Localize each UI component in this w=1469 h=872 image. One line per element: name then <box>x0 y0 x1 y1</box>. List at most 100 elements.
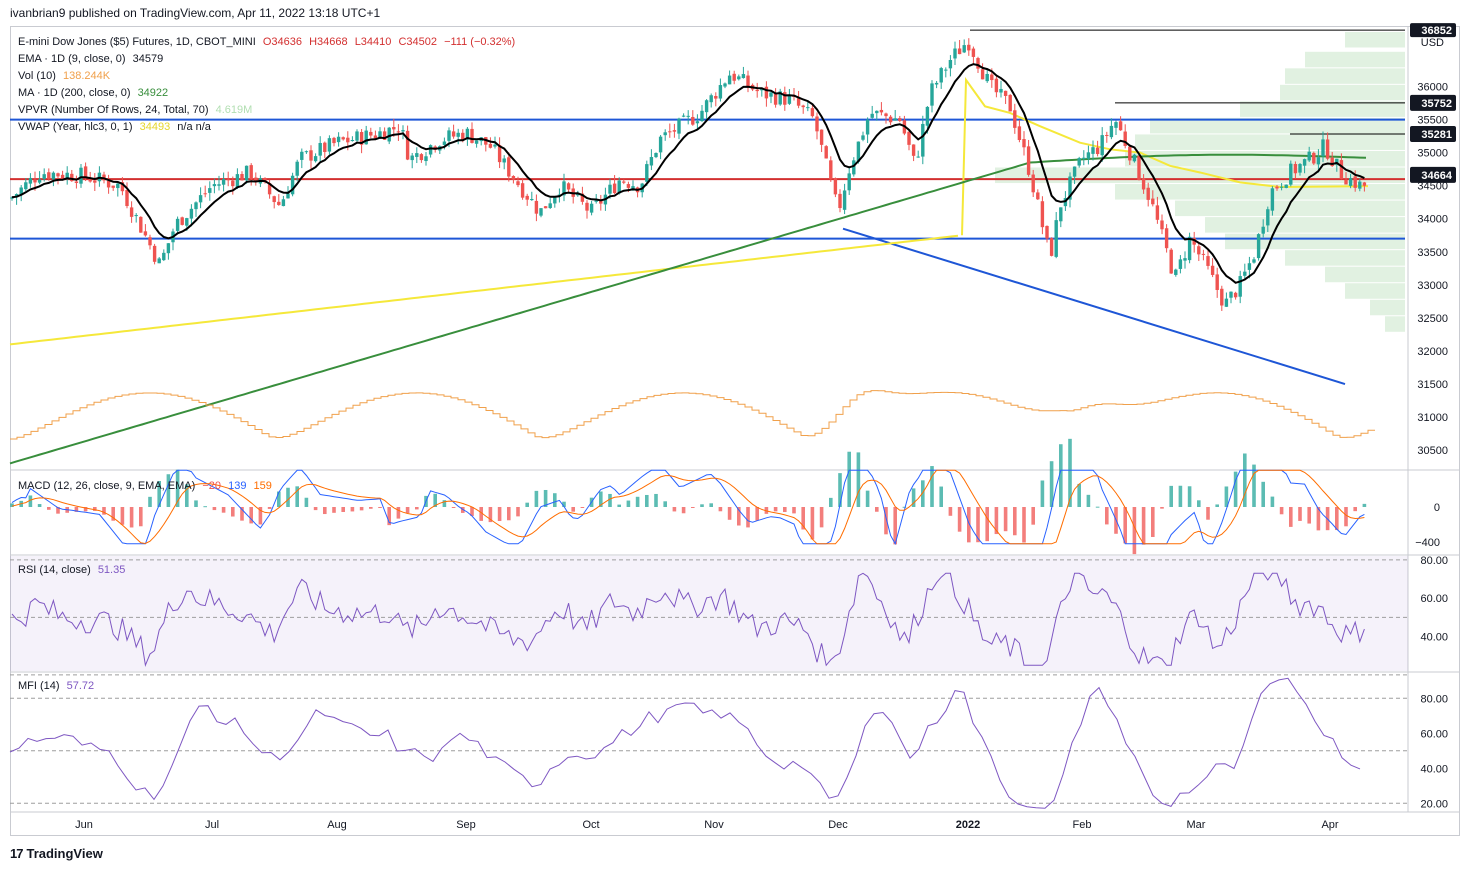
rsi-tick-label: 60.00 <box>1420 593 1448 605</box>
vpvr-row <box>1175 200 1405 217</box>
macd-legend: MACD (12, 26, close, 9, EMA, EMA) −20 13… <box>18 480 272 492</box>
candle-body <box>732 73 736 81</box>
candle-body <box>686 115 690 117</box>
price-tick-label: 36000 <box>1417 82 1448 94</box>
candle-body <box>143 231 148 236</box>
candle-body <box>1201 253 1206 255</box>
macd-bar <box>258 507 263 525</box>
price-tag-top: 36852 <box>1421 25 1452 37</box>
candle-body <box>525 195 529 200</box>
candle-body <box>723 83 727 87</box>
candle-body <box>42 174 46 180</box>
macd-bar <box>985 507 989 542</box>
candle-body <box>286 193 290 199</box>
candle-body <box>691 116 695 125</box>
candle-body <box>1082 157 1086 160</box>
time-tick-label: Apr <box>1321 819 1338 831</box>
macd-bar <box>83 507 88 512</box>
macd-bar <box>341 507 345 512</box>
candle-body <box>934 82 939 85</box>
candle-body <box>1316 157 1321 165</box>
candle-body <box>442 141 447 145</box>
candle-body <box>387 127 391 142</box>
candle-body <box>631 186 635 190</box>
candle-body <box>1353 176 1357 188</box>
candle-body <box>198 195 203 203</box>
macd-bar <box>801 507 805 530</box>
rsi-tick-label: 80.00 <box>1420 555 1448 567</box>
candle-body <box>718 85 723 99</box>
candle-body <box>254 177 258 183</box>
candle-body <box>990 74 994 81</box>
candle-body <box>1339 160 1344 179</box>
candle-body <box>1132 154 1137 162</box>
candle-body <box>962 45 966 53</box>
macd-line-value: 139 <box>228 480 247 492</box>
candle-body <box>401 130 405 132</box>
price-tick-label: 30500 <box>1417 445 1448 457</box>
candle-body <box>493 144 497 147</box>
macd-bar <box>313 507 318 511</box>
candle-body <box>1013 110 1017 128</box>
candle-body <box>1059 207 1063 222</box>
macd-bar <box>451 507 456 508</box>
macd-bar <box>1289 507 1293 527</box>
candle-body <box>1068 176 1072 200</box>
candle-body <box>861 135 865 140</box>
candle-body <box>806 107 810 109</box>
candle-body <box>428 145 433 155</box>
candle-body <box>1362 182 1367 186</box>
macd-bar <box>28 495 33 507</box>
price-tick-label: 34500 <box>1417 181 1448 193</box>
candle-body <box>37 179 42 183</box>
candle-body <box>332 137 336 144</box>
ema-label: EMA · 1D (9, close, 0) <box>18 53 126 65</box>
macd-bar <box>1095 506 1100 508</box>
tradingview-brand[interactable]: 17 TradingView <box>10 846 103 861</box>
candle-body <box>60 174 65 179</box>
macd-bar <box>249 507 253 524</box>
macd-bar <box>295 486 299 507</box>
price-tick-label: 31500 <box>1417 379 1448 391</box>
candle-body <box>1210 265 1215 275</box>
vpvr-row <box>1150 117 1405 134</box>
candle-body <box>359 132 364 145</box>
candle-body <box>1146 187 1150 200</box>
candle-body <box>608 184 612 194</box>
candle-body <box>1077 158 1081 166</box>
candle-body <box>801 105 805 108</box>
macd-bar <box>829 497 833 507</box>
change-value: −111 (−0.32%) <box>444 36 516 48</box>
vol-value: 138.244K <box>62 70 111 82</box>
candle-body <box>419 154 424 161</box>
macd-bar <box>1233 471 1238 507</box>
candle-body <box>1183 258 1187 261</box>
candle-body <box>1141 178 1146 190</box>
candle-body <box>392 127 396 130</box>
macd-bar <box>1003 507 1008 532</box>
high-value: H34668 <box>309 36 348 48</box>
candle-body <box>916 156 920 158</box>
candle-body <box>976 58 980 69</box>
candle-body <box>1289 163 1293 185</box>
macd-bar <box>1270 496 1275 507</box>
vpvr-label: VPVR (Number Of Rows, 24, Total, 70) <box>18 104 209 116</box>
candle-body <box>1123 131 1127 146</box>
macd-bar <box>875 507 879 512</box>
macd-bar <box>957 507 962 532</box>
main-legend: E-mini Dow Jones ($5) Futures, 1D, CBOT_… <box>18 36 515 48</box>
macd-bar <box>709 503 713 507</box>
macd-tick-label: −400 <box>1415 537 1440 549</box>
macd-bar <box>580 507 585 508</box>
macd-bar <box>1169 485 1173 507</box>
candle-body <box>447 130 451 141</box>
macd-bar <box>865 490 870 507</box>
candle-body <box>28 177 33 184</box>
macd-signal-value: 159 <box>253 480 272 492</box>
price-tag-bg <box>1410 23 1456 38</box>
macd-bar <box>939 486 943 507</box>
candle-body <box>870 113 874 118</box>
macd-bar <box>1344 507 1348 527</box>
time-tick-label: Oct <box>582 819 599 831</box>
